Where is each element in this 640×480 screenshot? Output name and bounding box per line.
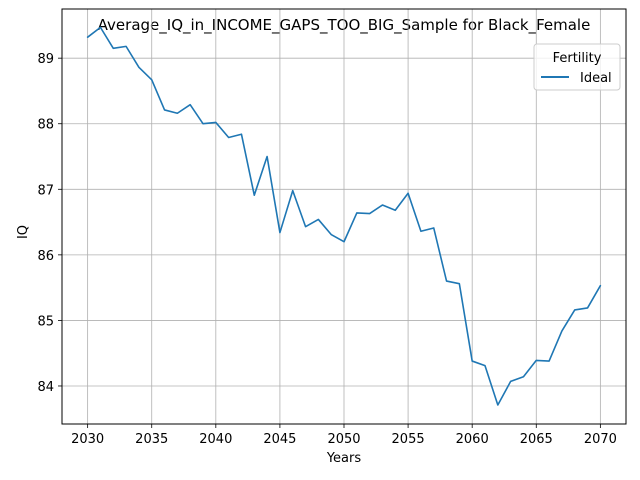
x-tick-label: 2040 [199,432,232,447]
series-line-ideal [86,26,602,406]
y-tick-label: 89 [37,52,54,67]
series-layer [86,26,602,406]
x-tick-label: 2070 [584,432,617,447]
x-tick-label: 2030 [71,432,104,447]
y-tick-label: 85 [37,314,54,329]
y-tick-label: 84 [37,380,54,395]
y-tick-label: 88 [37,118,54,133]
x-tick-label: 2065 [520,432,553,447]
legend: Fertility Ideal [533,43,621,91]
y-axis-label: IQ [16,225,31,239]
x-tick-label: 2045 [263,432,296,447]
x-tick-label: 2050 [327,432,360,447]
legend-box [533,43,621,91]
x-axis-label: Years [326,451,362,466]
y-tick-label: 87 [37,183,54,198]
ticks: 2030 2035 2040 2045 2050 2055 2060 2065 2070 84 85… [37,52,616,447]
x-tick-label: 2060 [456,432,489,447]
y-tick-label: 86 [37,249,54,264]
x-tick-label: 2055 [392,432,425,447]
x-tick-label: 2035 [135,432,168,447]
legend-label-ideal: Ideal [580,71,612,86]
legend-title: Fertility [553,51,602,66]
